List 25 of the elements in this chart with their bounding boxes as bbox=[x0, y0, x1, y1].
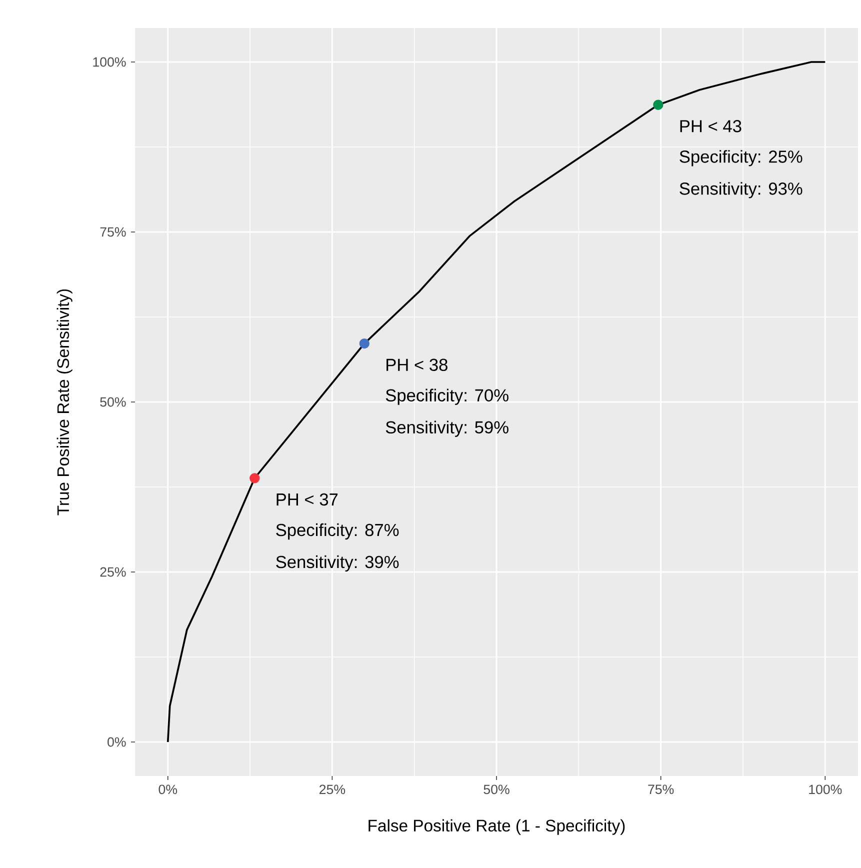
y-tick-label: 25% bbox=[100, 567, 126, 577]
y-tick-label: 100% bbox=[93, 57, 126, 67]
annotation: PH < 38 bbox=[386, 358, 448, 371]
x-tick-label: 25% bbox=[320, 784, 346, 794]
point bbox=[653, 100, 664, 110]
point bbox=[359, 338, 370, 349]
x-tick-label: 100% bbox=[809, 784, 842, 794]
annotation: PH < 43 bbox=[680, 120, 742, 132]
y-axis-title: True Positive Rate (Sensitivity) bbox=[56, 289, 72, 516]
annotation: Specificity: 87% bbox=[276, 523, 399, 540]
point bbox=[250, 473, 260, 484]
x-tick-label: 50% bbox=[484, 784, 510, 794]
x-tick-label: 75% bbox=[648, 784, 674, 794]
x-axis-title: False Positive Rate (1 - Specificity) bbox=[368, 819, 625, 835]
annotation: Sensitivity: 93% bbox=[680, 182, 802, 198]
x-tick-label: 0% bbox=[158, 784, 178, 794]
y-tick-label: 50% bbox=[100, 397, 126, 407]
annotation: Specificity: 70% bbox=[386, 388, 508, 405]
y-tick-label: 75% bbox=[100, 227, 126, 237]
line-series bbox=[166, 61, 826, 743]
annotation: Sensitivity: 59% bbox=[386, 420, 508, 437]
annotation: Sensitivity: 39% bbox=[276, 555, 399, 572]
y-tick-label: 0% bbox=[108, 737, 126, 747]
annotation: Specificity: 25% bbox=[680, 150, 802, 166]
annotation: PH < 37 bbox=[276, 493, 338, 506]
